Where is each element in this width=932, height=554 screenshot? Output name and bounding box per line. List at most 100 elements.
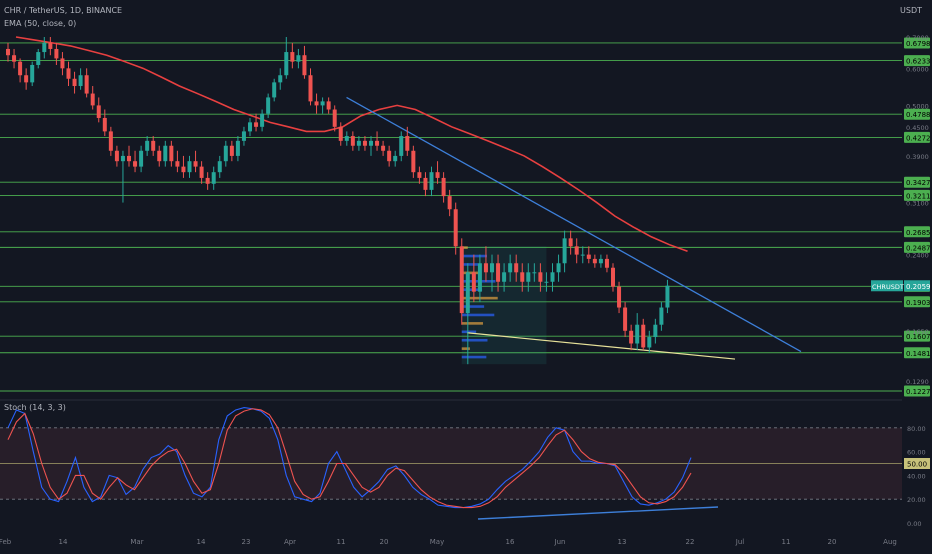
level-price-tag	[904, 189, 930, 201]
level-price-tag	[904, 37, 930, 49]
time-tick-label: 14	[197, 538, 206, 546]
level-price-label: 0.1607	[906, 333, 931, 341]
candle-body	[6, 48, 10, 56]
candle-body	[459, 246, 464, 314]
candle-body	[108, 131, 113, 151]
time-tick-label: Jun	[554, 538, 566, 546]
candle-body	[550, 272, 555, 282]
candle-body	[193, 161, 198, 167]
candle-body	[574, 246, 579, 255]
candle-body	[592, 258, 597, 264]
stoch-k-line	[7, 407, 692, 509]
candle-body	[24, 75, 29, 83]
candle-body	[223, 145, 228, 162]
candle-body	[290, 52, 295, 62]
time-tick-label: May	[430, 538, 444, 546]
candle-body	[369, 140, 373, 146]
candle-body	[235, 140, 240, 156]
candle-body	[496, 263, 501, 282]
candle-body	[405, 136, 410, 151]
candle-body	[453, 209, 458, 247]
stoch-tick-label: 50.00	[907, 461, 927, 469]
candle-body	[411, 150, 416, 173]
candle-body	[659, 307, 664, 325]
candle-body	[145, 140, 150, 151]
stoch-tick-label: 20.00	[907, 496, 926, 504]
price-tick-label: 0.5000	[906, 102, 929, 110]
candle-body	[490, 263, 494, 273]
volume-profile-bar	[461, 330, 477, 334]
level-price-label: 0.1227	[906, 388, 931, 396]
candle-body	[326, 101, 331, 110]
candle-body	[169, 145, 174, 162]
candle-body	[375, 140, 380, 146]
time-tick-label: Feb	[0, 538, 12, 546]
candle-body	[387, 150, 392, 162]
volume-profile-bar	[461, 254, 488, 258]
candle-body	[508, 263, 513, 273]
candle-body	[362, 140, 367, 146]
candle-body	[580, 254, 585, 256]
price-tick-label: 0.3100	[906, 200, 929, 208]
time-tick-label: 14	[59, 538, 68, 546]
candle-body	[653, 324, 658, 338]
candle-body	[532, 272, 537, 274]
candle-body	[151, 140, 156, 151]
stoch-tick-label: 80.00	[907, 425, 926, 433]
level-price-tag	[904, 131, 930, 143]
stoch-mid-tag	[904, 458, 930, 469]
price-pane[interactable]	[0, 36, 902, 392]
last-price-value: 0.2059	[906, 283, 931, 291]
candle-body	[139, 150, 144, 167]
volume-profile-bar	[461, 355, 487, 359]
candle-body	[629, 330, 634, 344]
candle-body	[441, 177, 446, 197]
candle-body	[320, 101, 325, 106]
ema-50-line	[15, 36, 688, 253]
level-price-label: 0.1481	[906, 350, 931, 358]
stoch-pane[interactable]	[0, 407, 902, 520]
stoch-d-line	[7, 408, 692, 509]
candle-body	[78, 75, 83, 87]
level-price-label: 0.4788	[906, 111, 931, 119]
candle-body	[248, 122, 252, 132]
time-tick-label: 20	[380, 538, 389, 546]
candle-body	[598, 258, 603, 264]
level-price-tag	[904, 108, 930, 120]
candle-body	[30, 64, 35, 83]
candle-body	[54, 48, 59, 59]
level-price-label: 0.6233	[906, 58, 931, 66]
candle-body	[544, 281, 549, 283]
candle-body	[556, 263, 561, 273]
level-price-tag	[904, 176, 930, 188]
candle-body	[471, 272, 476, 292]
descending-trendline	[346, 96, 802, 353]
candle-body	[102, 117, 107, 132]
level-price-tag	[904, 296, 930, 308]
candle-body	[568, 238, 573, 247]
symbol-title: CHR / TetherUS, 1D, BINANCE	[4, 6, 123, 15]
candle-body	[641, 324, 646, 348]
candle-body	[665, 285, 670, 308]
volume-profile-bar	[461, 263, 479, 266]
time-tick-label: 22	[686, 538, 695, 546]
candle-body	[48, 42, 53, 49]
candle-body	[96, 105, 101, 118]
candle-body	[465, 272, 470, 314]
stoch-tick-label: 0.00	[907, 520, 921, 528]
candle-body	[266, 97, 271, 114]
level-price-label: 0.6798	[906, 40, 931, 48]
price-tick-label: 0.2400	[906, 252, 929, 260]
volume-profile-bar	[461, 246, 468, 249]
level-price-label: 0.3427	[906, 179, 931, 187]
candle-body	[66, 68, 71, 79]
last-price-symbol-tag	[871, 280, 903, 292]
candle-body	[217, 161, 222, 173]
candle-body	[187, 161, 192, 173]
candle-body	[181, 166, 186, 173]
time-tick-label: 11	[337, 538, 346, 546]
candle-body	[635, 324, 640, 344]
candle-body	[435, 172, 440, 178]
